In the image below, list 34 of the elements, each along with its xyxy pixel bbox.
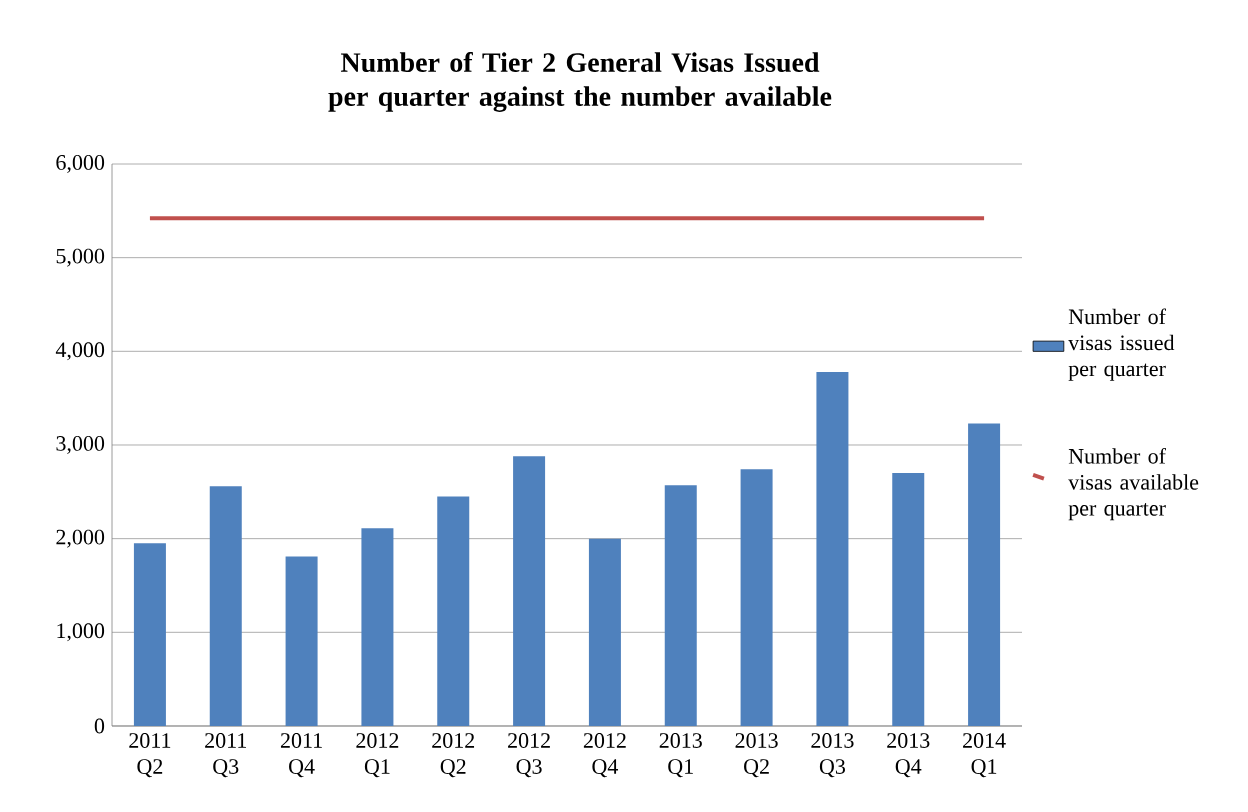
x-tick-label: 2012 Q2 xyxy=(432,733,475,778)
x-tick-label: 2014 Q1 xyxy=(963,733,1006,778)
x-tick-label: 2012 Q3 xyxy=(508,733,550,778)
bar xyxy=(968,423,1001,726)
bar xyxy=(133,543,166,726)
y-tick-label: 4,000 xyxy=(55,342,105,361)
bar xyxy=(892,473,925,726)
y-tick-label: 2,000 xyxy=(56,529,105,548)
y-tick-label: 0 xyxy=(94,718,105,734)
legend-label: Number of visas available per quarter xyxy=(1068,447,1199,521)
y-tick-label: 1,000 xyxy=(57,623,105,642)
x-tick-label: 2011 Q4 xyxy=(280,733,322,778)
bar xyxy=(513,456,546,726)
x-tick-label: 2013 Q4 xyxy=(887,733,930,778)
chart-title: Number of Tier 2 General Visas Issued per quarter against the number available xyxy=(328,52,832,112)
x-tick-label: 2013 Q3 xyxy=(811,733,854,778)
x-tick-label: 2011 Q2 xyxy=(129,733,171,778)
y-tick-label: 6,000 xyxy=(56,155,105,174)
bar xyxy=(209,486,242,726)
x-tick-label: 2012 Q4 xyxy=(583,733,626,778)
bar xyxy=(664,485,697,726)
legend-label: Number of visas issued per quarter xyxy=(1068,308,1175,381)
bar xyxy=(588,538,621,726)
y-tick-label: 3,000 xyxy=(56,436,105,454)
x-tick-label: 2012 Q1 xyxy=(356,733,399,778)
x-tick-label: 2013 Q1 xyxy=(659,733,702,778)
y-tick-label: 5,000 xyxy=(56,248,105,267)
x-tick-label: 2013 Q2 xyxy=(735,733,778,778)
bar xyxy=(816,371,849,726)
bar xyxy=(361,528,394,726)
bar xyxy=(285,556,318,726)
bar xyxy=(437,496,470,726)
x-tick-label: 2011 Q3 xyxy=(205,733,247,778)
bar xyxy=(740,469,773,726)
